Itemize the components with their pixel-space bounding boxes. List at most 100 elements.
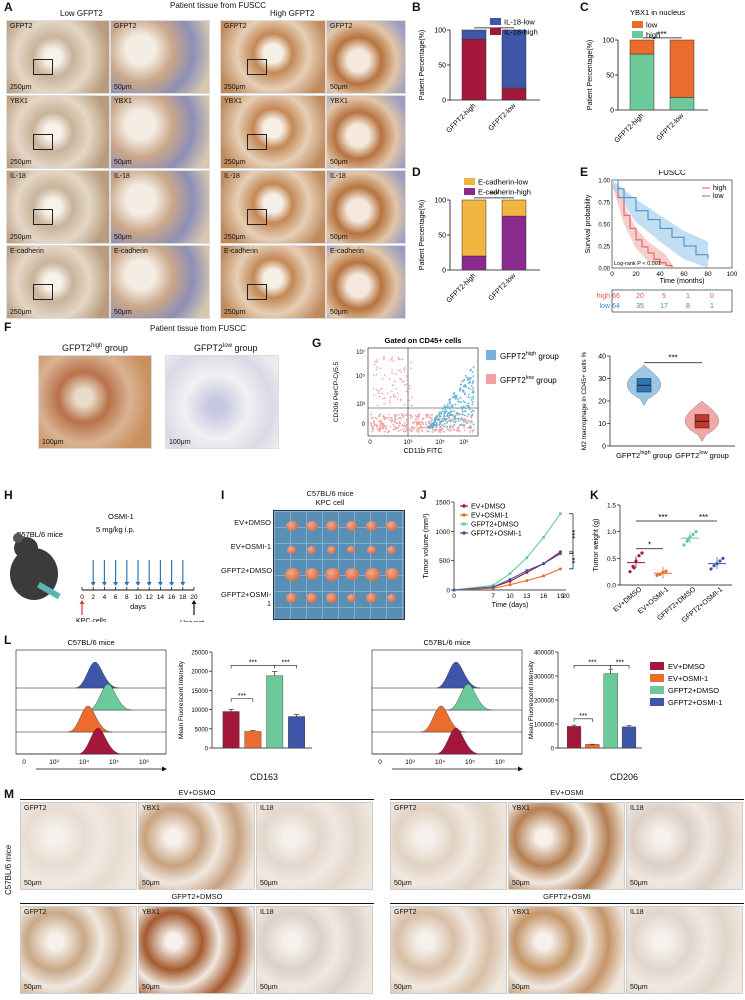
panel-a-low-overview-stain-0: GFPT2 [10, 23, 33, 30]
G-dot-low [441, 427, 444, 430]
E-legend-high: high [713, 185, 726, 192]
G-dot-high [443, 406, 446, 409]
G-dot-low [421, 421, 424, 424]
C-title: YBX1 in nucleus [630, 8, 685, 17]
G-dot-high [456, 412, 459, 415]
G-dot-low-top [405, 390, 408, 393]
G-dot-low [404, 421, 406, 424]
G-dot-high [434, 416, 437, 419]
G-dot-low [425, 426, 428, 428]
L2-hist-0 [435, 661, 481, 689]
M-tile-2-0: GFPT2 50μm [20, 906, 137, 994]
G-dot-low [440, 418, 443, 421]
G-dot-low-top [380, 388, 382, 391]
G-dot-high [435, 418, 438, 420]
K-point-GFPT2+OSMI-1 [712, 564, 716, 568]
G-dot-low [417, 417, 419, 420]
G-dot-high [472, 375, 475, 378]
I-tumor-0-3 [346, 521, 358, 531]
E-xlabel: Time (months) [660, 278, 705, 285]
G-dot-low [424, 421, 427, 424]
G-dot-low-top [389, 396, 392, 398]
G-dot-high [472, 387, 475, 390]
G-dot-low [395, 422, 398, 425]
D-xtick-GFPT2-low: GFPT2-low [487, 272, 518, 303]
J-line-GFPT2+DMSO [453, 513, 561, 591]
G-dot-low [416, 423, 419, 425]
G-dot-low [425, 414, 427, 416]
panel-i-title-1: C57BL/6 mice [306, 489, 354, 498]
L-CD206-ytick: 400000 [534, 651, 555, 657]
I-tumor-0-0 [285, 520, 299, 532]
B-legend-swatch-IL-18-low [490, 18, 501, 25]
L-legend-2: GFPT2+DMSO [668, 686, 719, 695]
panel-a-high-zoom-stain-0: GFPT2 [330, 23, 353, 30]
I-tumor-0-1 [305, 520, 319, 532]
G-dot-low [404, 430, 407, 433]
G-dot-high [456, 396, 458, 399]
E-ytick: 0.25 [598, 245, 610, 251]
L-CD206-bar-EV+OSMI-1 [585, 744, 600, 749]
G-dot-high [463, 393, 466, 396]
C-xtick-GFPT2-low: GFPT2-low [655, 112, 686, 143]
L-CD206-sig-1-line [573, 718, 593, 722]
E-title: FUSCC [658, 170, 686, 177]
L-legend-1: EV+OSMI-1 [668, 674, 708, 683]
G-dot-low [413, 427, 416, 429]
E-xtick: 40 [656, 271, 664, 278]
D-xtick-GFPT2-high: GFPT2-high [446, 272, 478, 304]
panel-a-low-overview-inset-0 [32, 59, 53, 75]
K-point-GFPT2+DMSO [694, 530, 698, 534]
G-dot-high [472, 389, 475, 392]
panel-a-high-overview-inset-0 [247, 59, 267, 75]
M-stain-3-2: IL18 [630, 909, 644, 916]
panel-label-e: E [580, 165, 589, 179]
G-dot-high [457, 400, 460, 403]
G-dot-low-top [378, 395, 381, 398]
M-tile-0-2: IL18 50μm [256, 802, 373, 890]
G2-significance: *** [668, 354, 677, 363]
G-legend-swatch-0 [486, 350, 496, 360]
L-CD163-ylabel: Mean Fluorescent Intensity [178, 660, 185, 739]
G-dot-high [446, 403, 449, 406]
G-dot-high [452, 396, 455, 399]
G-dot-high [464, 410, 467, 413]
G-legend-1: GFPT2low group [500, 375, 557, 385]
L-CD163-sig-3-line [274, 665, 297, 669]
G-dot-low-top [390, 358, 393, 360]
G-dot-high [460, 380, 463, 383]
panel-a-low-zoom-3: E-cadherin 50μm [110, 245, 210, 319]
panel-i-photo: EV+DMSO EV+OSMI-1 GFPT2+DMSO GFPT2+OSMI-1 [221, 510, 411, 620]
B-legend-IL-18-high: IL-18-high [504, 28, 538, 37]
I-tumor-1-1 [306, 545, 317, 554]
G-dot-high [462, 419, 465, 422]
M-stain-1-0: GFPT2 [394, 805, 417, 812]
G-dot-high [455, 412, 458, 415]
G-dot-high [461, 408, 464, 411]
G-dot-high [469, 388, 472, 391]
K-point-EV+DMSO [632, 566, 636, 570]
G2-ytick: 30 [598, 376, 606, 383]
G-dot-high [468, 381, 471, 384]
L-CD163-sig-2: *** [249, 659, 257, 666]
D-legend-swatch-E-cadherin-low [464, 178, 475, 185]
M-group-line-0 [20, 799, 374, 800]
G-dot-low [415, 424, 418, 427]
M-group-label-2: GFPT2+DMSO [171, 892, 223, 901]
G-dot-low [370, 413, 373, 416]
G-dot-low [412, 422, 414, 424]
G-dot-low [405, 429, 408, 432]
G-dot-low [394, 416, 396, 418]
panel-a-low-zoom-scale-1: 50μm [114, 159, 132, 166]
panel-a-high-zoom-scale-1: 50μm [330, 159, 348, 166]
L-CD163-bar-EV+DMSO [222, 711, 240, 749]
G-dot-low [389, 425, 392, 428]
G-dot-low-top [377, 390, 380, 392]
G-dot-low [443, 430, 446, 433]
E-risk-high-3: 1 [686, 293, 690, 300]
G-dot-low [470, 420, 472, 422]
G-dot-low [407, 426, 410, 429]
M-scale-1-2: 50μm [630, 880, 648, 887]
G-dot-low-top [396, 398, 399, 400]
G-dot-high [438, 414, 441, 416]
